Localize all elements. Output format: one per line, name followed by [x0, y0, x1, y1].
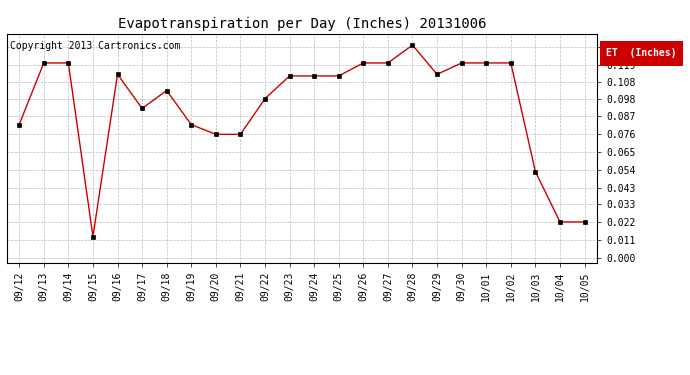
Text: ET  (Inches): ET (Inches)	[607, 48, 677, 58]
Text: Copyright 2013 Cartronics.com: Copyright 2013 Cartronics.com	[10, 40, 180, 51]
Title: Evapotranspiration per Day (Inches) 20131006: Evapotranspiration per Day (Inches) 2013…	[117, 17, 486, 31]
